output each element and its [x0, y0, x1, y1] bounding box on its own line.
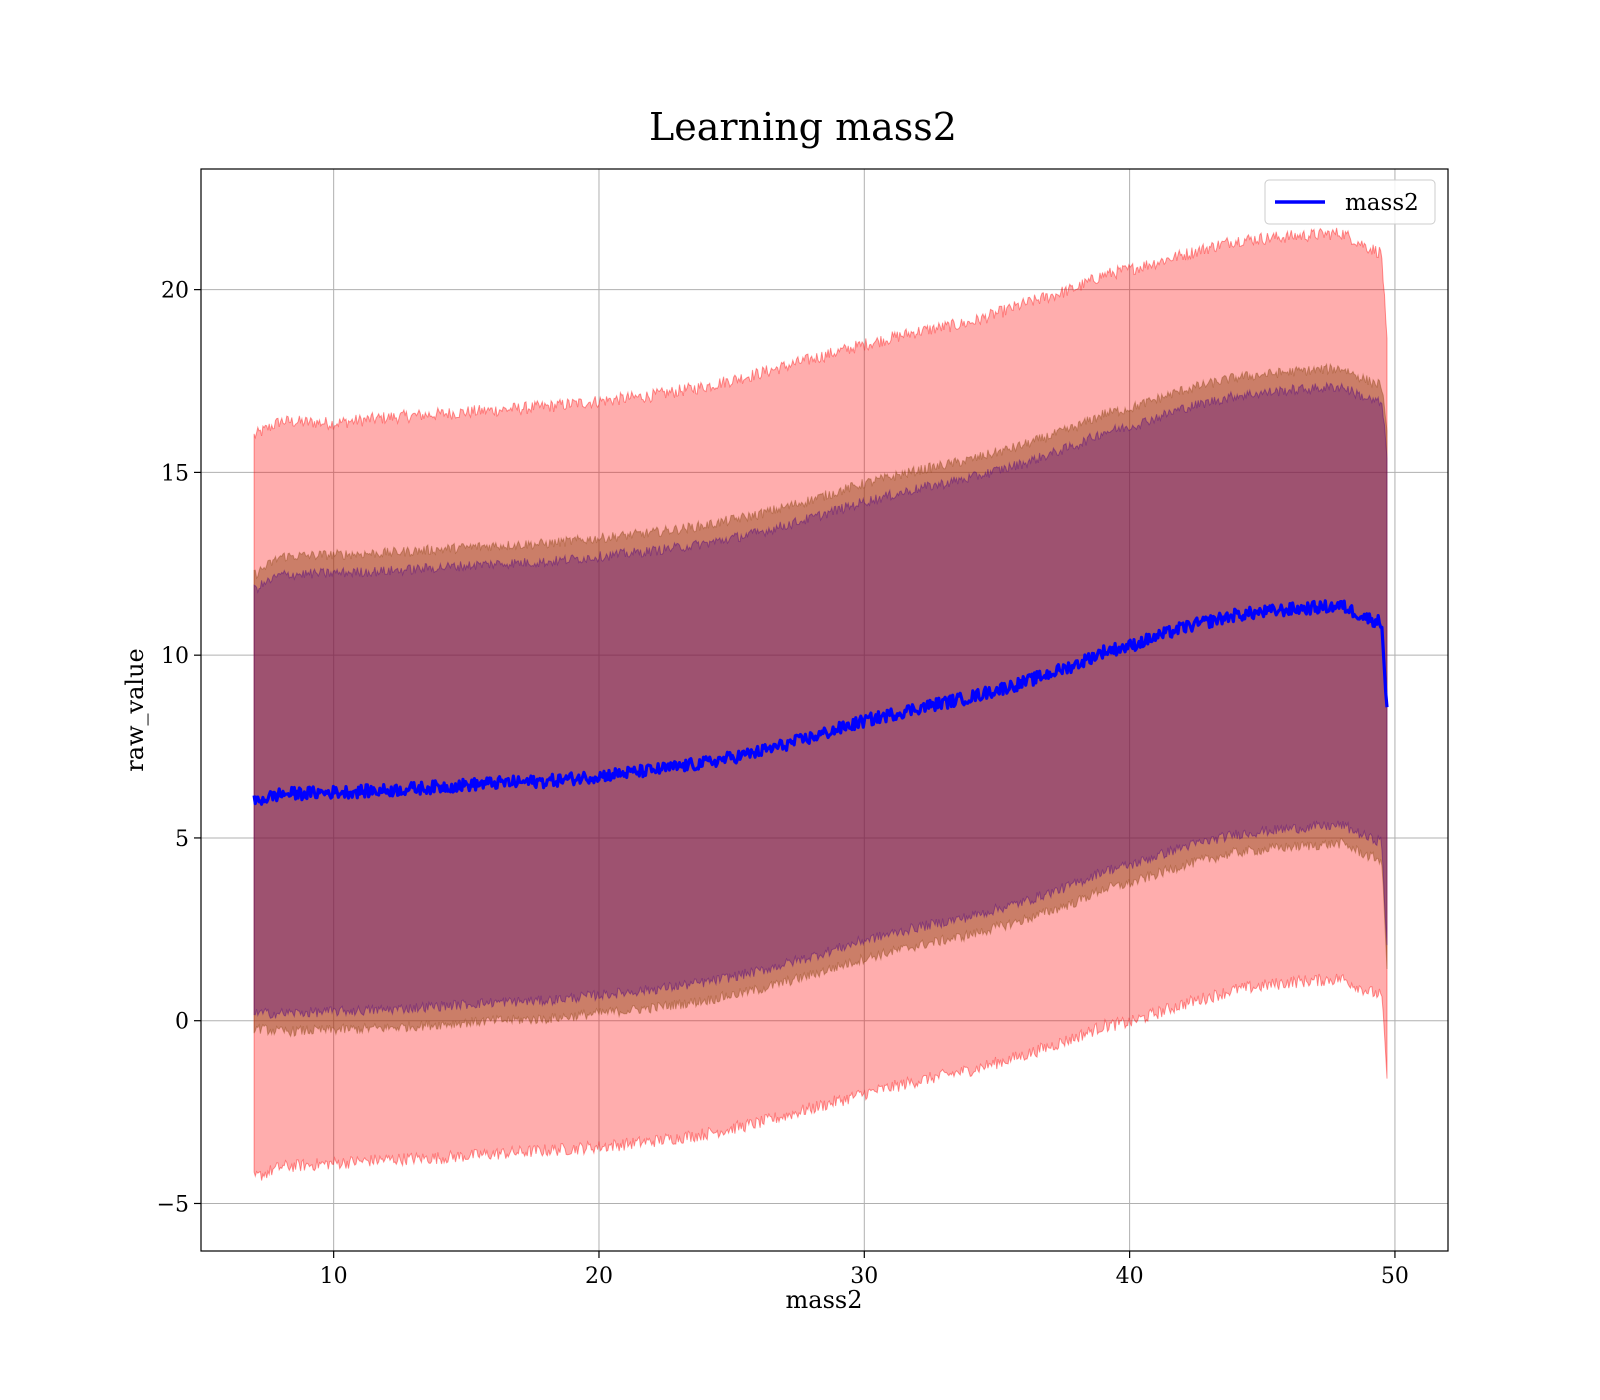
y-tick-label: 0 [175, 1010, 189, 1035]
axis-ticks: 10 20 30 40 50 −5 0 5 10 15 20 [157, 279, 1409, 1289]
x-tick-label: 10 [320, 1264, 348, 1289]
grid-lines [201, 169, 1448, 1251]
legend-box [1264, 179, 1436, 225]
series-lines [252, 599, 1389, 806]
x-tick-label: 40 [1116, 1264, 1144, 1289]
plot-frame [200, 168, 1449, 1252]
y-tick-label: 20 [161, 279, 189, 304]
y-axis-label: raw_value [121, 648, 149, 772]
y-tick-label: 10 [161, 644, 189, 669]
x-tick-label: 20 [585, 1264, 613, 1289]
legend-label-mass2: mass2 [1345, 190, 1419, 216]
x-tick-label: 50 [1381, 1264, 1409, 1289]
x-tick-label: 30 [850, 1264, 878, 1289]
y-tick-label: −5 [157, 1192, 189, 1217]
outer-band-area [253, 227, 1388, 1181]
chart-title: Learning mass2 [649, 105, 957, 149]
confidence-bands [253, 227, 1388, 1181]
y-tick-label: 15 [161, 461, 189, 486]
middle-band-area [253, 362, 1388, 1038]
inner-band-area [253, 381, 1388, 1019]
series-line-mass2 [252, 599, 1389, 806]
y-tick-label: 5 [175, 827, 189, 852]
x-axis-label: mass2 [786, 1286, 863, 1314]
legend: mass2 [1264, 179, 1436, 225]
